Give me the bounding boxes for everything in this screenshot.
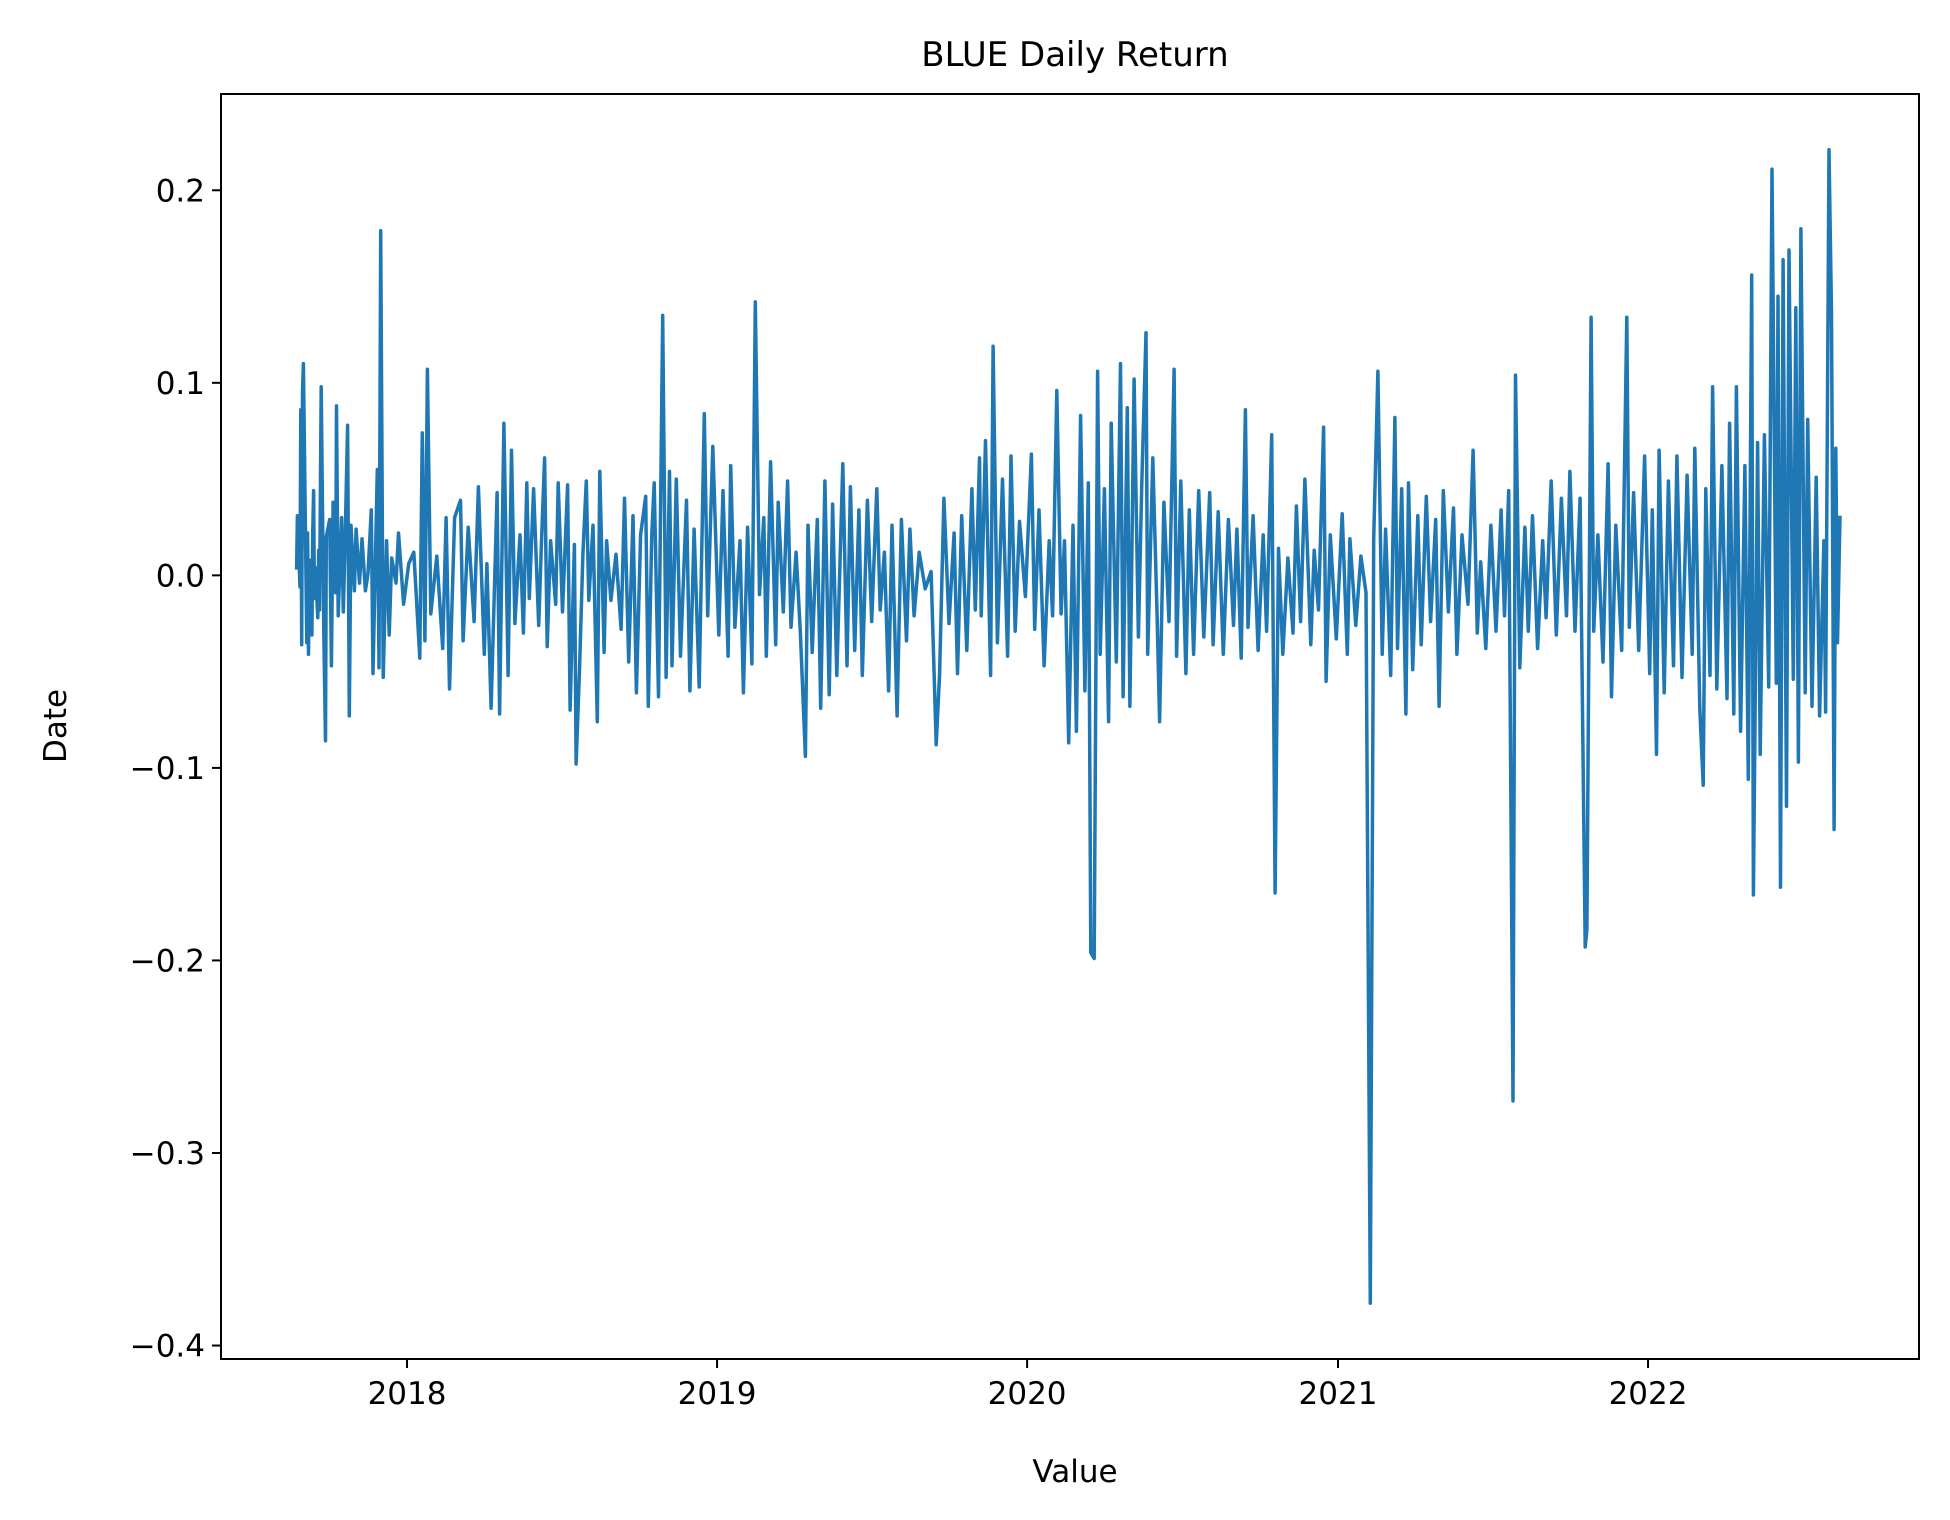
y-tick-label: 0.1 [156, 366, 205, 402]
x-axis-label: Value [1032, 1454, 1117, 1490]
chart-title: BLUE Daily Return [921, 35, 1228, 75]
y-tick-label: −0.3 [130, 1136, 205, 1172]
y-axis-label: Date [38, 689, 74, 763]
y-tick-label: −0.2 [130, 943, 205, 979]
x-tick-label: 2021 [1299, 1376, 1378, 1412]
y-axis: 0.2 0.1 0.0 −0.1 −0.2 −0.3 −0.4 [130, 173, 221, 1365]
x-axis: 2018 2019 2020 2021 2022 [368, 1359, 1688, 1412]
y-tick-label: 0.2 [156, 173, 205, 209]
plot-frame [220, 93, 1920, 1360]
x-tick-label: 2022 [1609, 1376, 1688, 1412]
x-tick-label: 2019 [678, 1376, 757, 1412]
x-tick-label: 2018 [368, 1376, 447, 1412]
series-layer [294, 148, 1842, 1305]
y-tick-label: −0.1 [130, 751, 205, 787]
series-line-0 [294, 148, 1842, 1305]
y-tick-label: 0.0 [156, 558, 205, 594]
y-tick-label: −0.4 [130, 1329, 205, 1365]
x-tick-label: 2020 [988, 1376, 1067, 1412]
